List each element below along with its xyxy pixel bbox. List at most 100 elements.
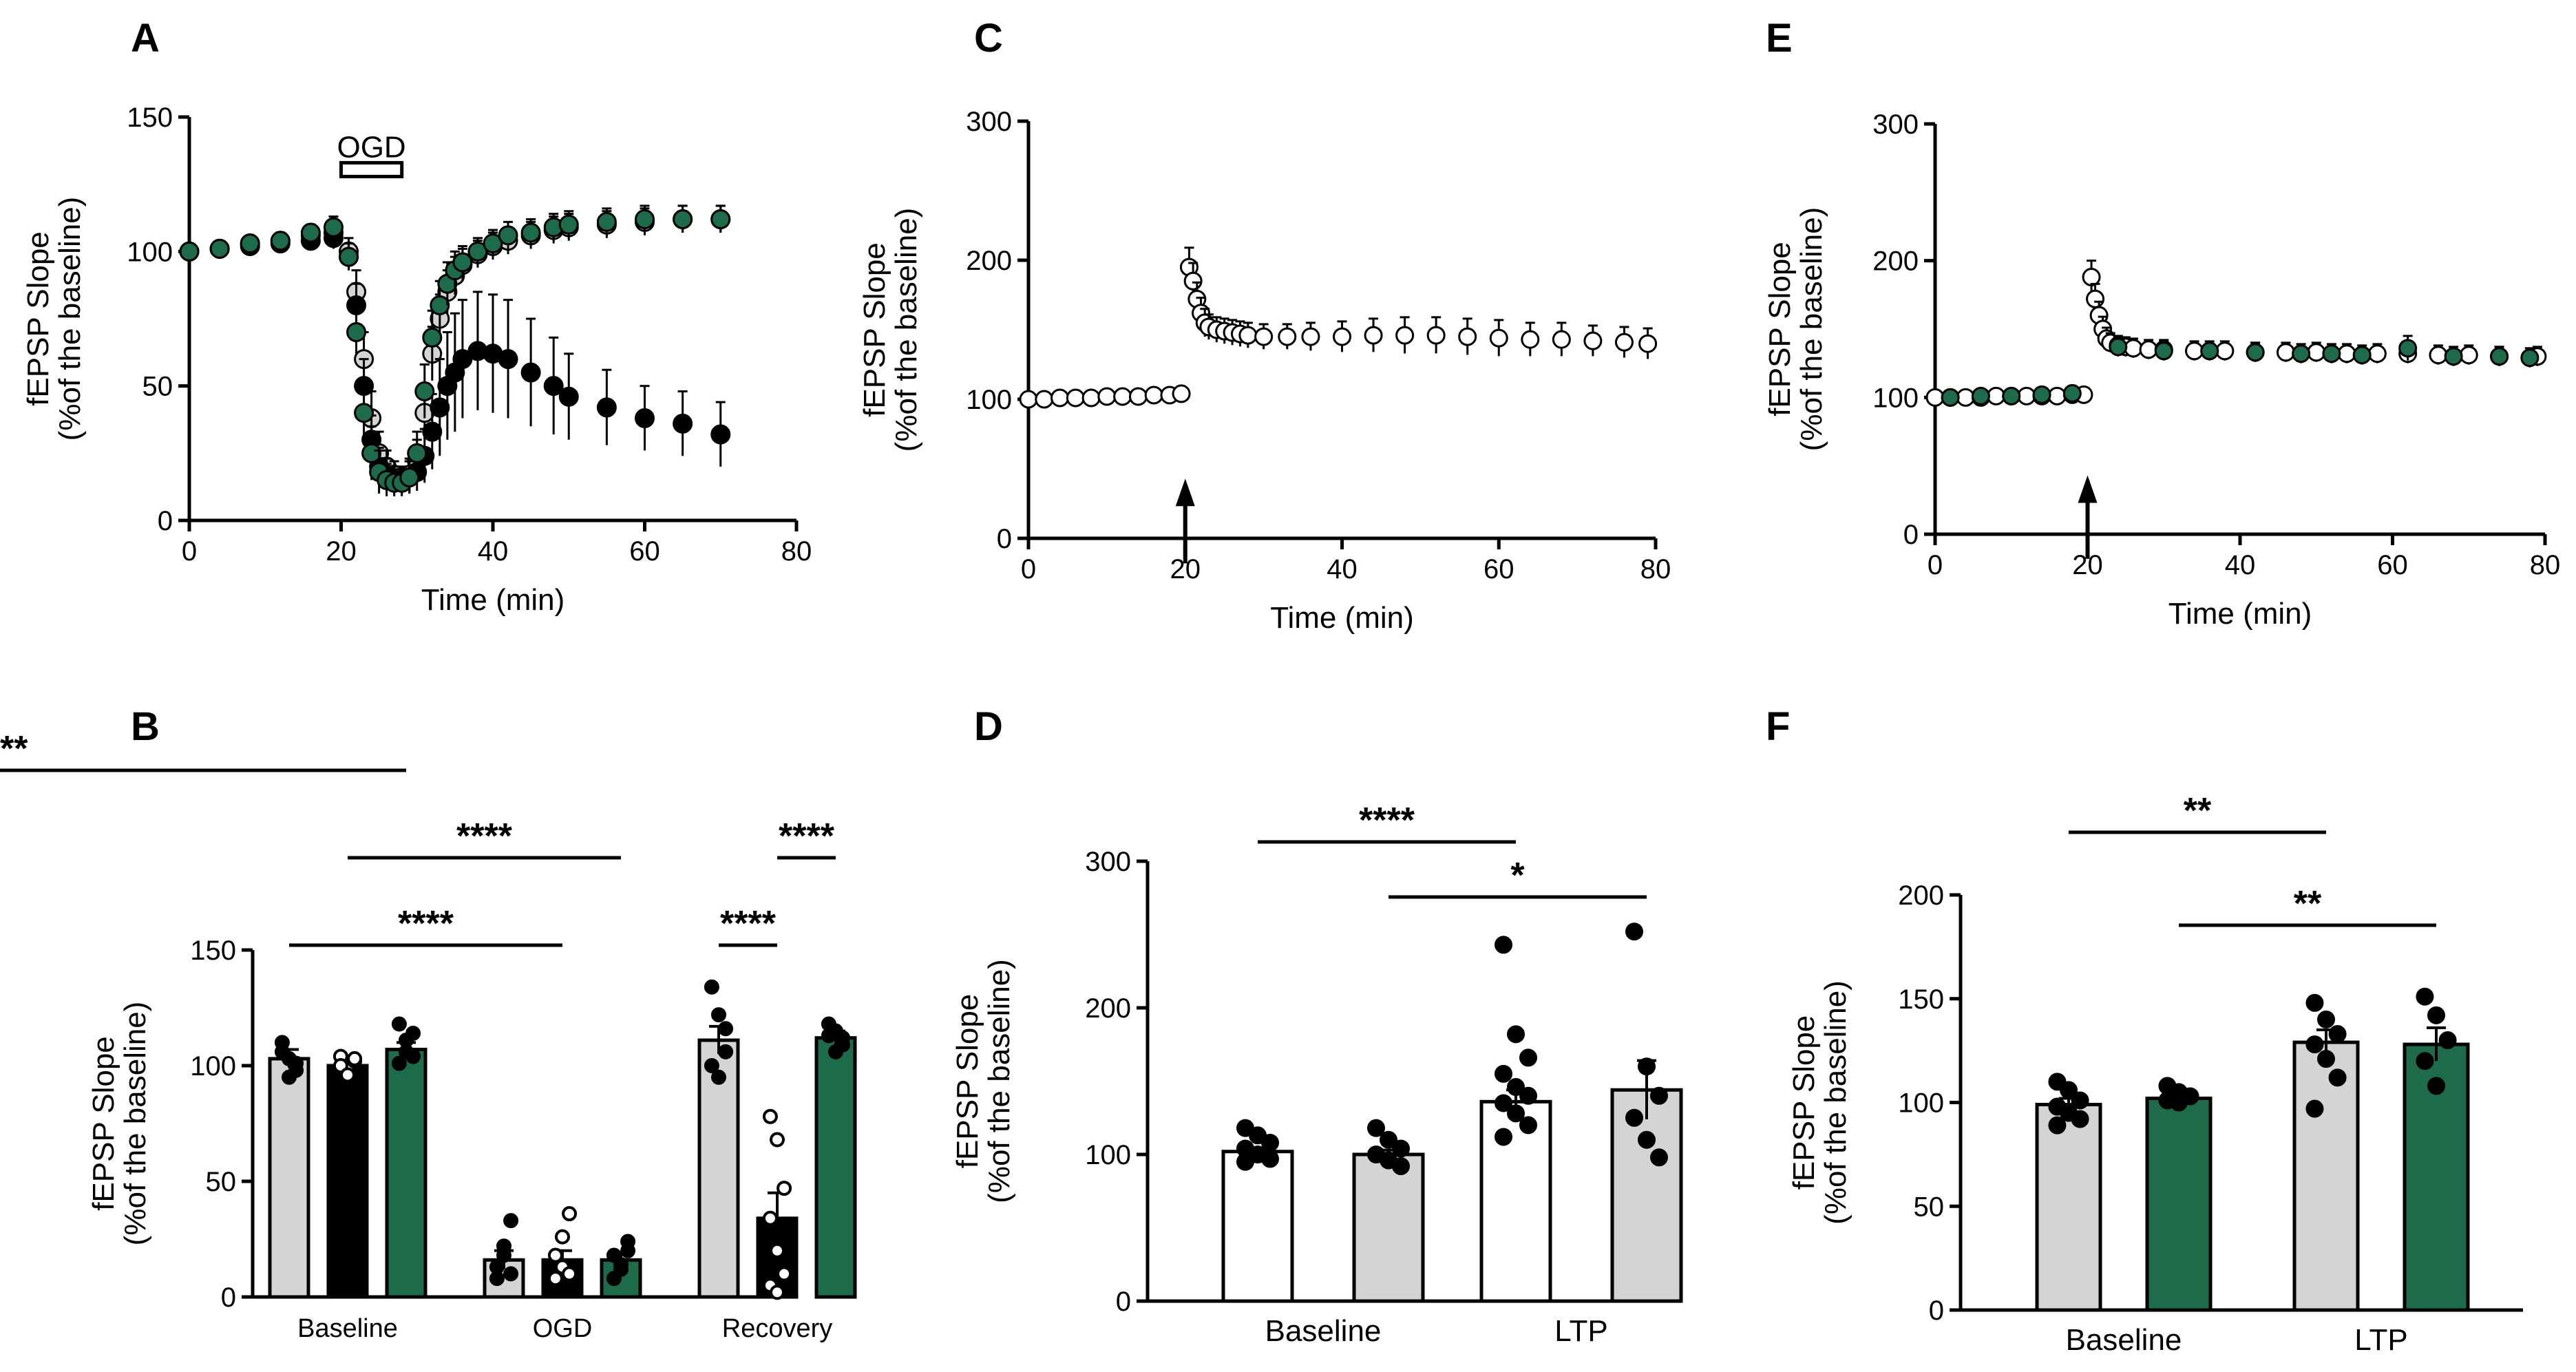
bar-data-point	[391, 1055, 407, 1071]
bar-data-point	[770, 1285, 785, 1300]
data-point	[2082, 268, 2101, 287]
bar-data-point	[1392, 1139, 1410, 1158]
data-point	[2200, 341, 2219, 361]
data-point	[483, 233, 503, 254]
bar-data-point	[2317, 1050, 2335, 1068]
x-axis-label: Time (min)	[1270, 601, 1414, 635]
bar-data-point	[399, 1044, 414, 1059]
bar-data-point	[489, 1259, 505, 1275]
bar-green-baseline	[385, 1016, 427, 1299]
x-tick-label: 80	[781, 536, 812, 567]
data-point	[2047, 386, 2067, 405]
bar-data-point	[606, 1247, 622, 1263]
series-control-green	[1941, 335, 2540, 407]
y-axis-label: fEPSP Slope	[87, 1036, 120, 1211]
data-point	[2002, 386, 2021, 405]
bar-grey-baseline	[1352, 1119, 1425, 1303]
bar-green-baseline	[2145, 1077, 2213, 1312]
data-point	[2429, 346, 2448, 365]
panel-letter-d: D	[974, 704, 1003, 749]
bar-data-point	[777, 1266, 792, 1282]
y-tick-label: 300	[966, 107, 1012, 137]
data-point	[1333, 327, 1351, 346]
bar-black-ogd	[541, 1206, 584, 1299]
bar	[1352, 1152, 1425, 1303]
bar-green-ltp	[2403, 987, 2470, 1312]
data-point	[1552, 330, 1571, 349]
significance-label: ****	[1359, 801, 1415, 841]
data-point	[2276, 343, 2295, 362]
panel-f: 0 50 100 150 200 fEPSP Slope(%of the baseline…	[1787, 791, 2523, 1357]
significance-label: ****	[398, 904, 454, 944]
data-point	[467, 241, 488, 262]
data-point	[673, 413, 693, 434]
bar-data-point	[1495, 1064, 1512, 1083]
bar-white-ltp	[1479, 936, 1552, 1303]
bar	[385, 1047, 427, 1299]
bar-grey-ogd	[483, 1213, 525, 1299]
category-label: Baseline	[297, 1314, 398, 1343]
y-tick-label: 300	[1872, 109, 1919, 140]
bar-black-recovery	[756, 1108, 799, 1300]
bar-data-point	[1261, 1133, 1279, 1152]
y-axis-label: fEPSP Slope	[21, 231, 55, 406]
data-point	[543, 376, 564, 397]
bar	[814, 1036, 857, 1299]
bar-data-point	[1638, 1057, 1656, 1076]
bar	[1610, 1088, 1683, 1303]
data-point	[2490, 347, 2509, 366]
bar-data-point	[620, 1243, 636, 1258]
bar-data-point	[405, 1025, 421, 1041]
bar-data-point	[555, 1229, 570, 1245]
x-tick-label: 20	[326, 536, 357, 567]
y-tick-label: 50	[142, 372, 173, 402]
data-point	[1971, 386, 1990, 405]
data-point	[558, 214, 579, 235]
ogd-bar	[339, 160, 404, 178]
bar-data-point	[2305, 993, 2324, 1012]
bar-data-point	[835, 1030, 851, 1046]
bar	[1479, 1099, 1552, 1303]
x-tick-label: 80	[1640, 554, 1671, 584]
panel-b: 0 50 100 150 fEPSP Slope(%of the baseline) Ba…	[0, 729, 857, 1343]
significance-label: ****	[720, 904, 777, 944]
bar-data-point	[1495, 1128, 1512, 1146]
data-point	[1489, 328, 1508, 348]
bar-data-point	[1507, 1078, 1525, 1097]
category-label: Baseline	[2066, 1323, 2182, 1357]
bar-data-point	[1650, 1148, 1668, 1167]
y-axis-label-unit: (%of the baseline)	[118, 1002, 152, 1246]
y-tick-label: 150	[190, 936, 236, 966]
bar-data-point	[613, 1261, 629, 1277]
x-axis-label: Time (min)	[421, 583, 565, 617]
bar-data-point	[282, 1069, 297, 1085]
bar	[1221, 1150, 1294, 1303]
data-point	[2520, 348, 2540, 368]
y-tick-label: 0	[1929, 1296, 1944, 1326]
bar-data-point	[503, 1266, 519, 1282]
data-point	[2398, 339, 2418, 358]
data-point	[2459, 346, 2478, 365]
data-point	[2367, 344, 2387, 363]
bar-data-point	[2317, 1010, 2335, 1028]
data-point	[1583, 331, 1603, 350]
bar-data-point	[762, 1108, 778, 1124]
data-point	[1183, 271, 1203, 291]
data-point	[710, 424, 731, 445]
data-point	[1254, 327, 1274, 346]
y-tick-label: 50	[1914, 1192, 1945, 1222]
x-tick-label: 60	[629, 536, 660, 567]
y-tick-label: 0	[1903, 520, 1919, 550]
bar-data-point	[562, 1206, 578, 1222]
y-axis-label: fEPSP Slope	[1763, 242, 1797, 416]
data-point	[2307, 343, 2326, 362]
y-axis-label-unit: (%of the baseline)	[1795, 207, 1828, 452]
data-point	[498, 225, 518, 246]
bar-data-point	[2328, 1068, 2347, 1087]
data-point	[2086, 289, 2105, 308]
data-point	[1458, 327, 1477, 346]
bar-data-point	[1519, 1086, 1537, 1105]
bar-data-point	[547, 1271, 563, 1287]
y-tick-label: 150	[127, 103, 173, 133]
bar-data-point	[2071, 1091, 2089, 1110]
